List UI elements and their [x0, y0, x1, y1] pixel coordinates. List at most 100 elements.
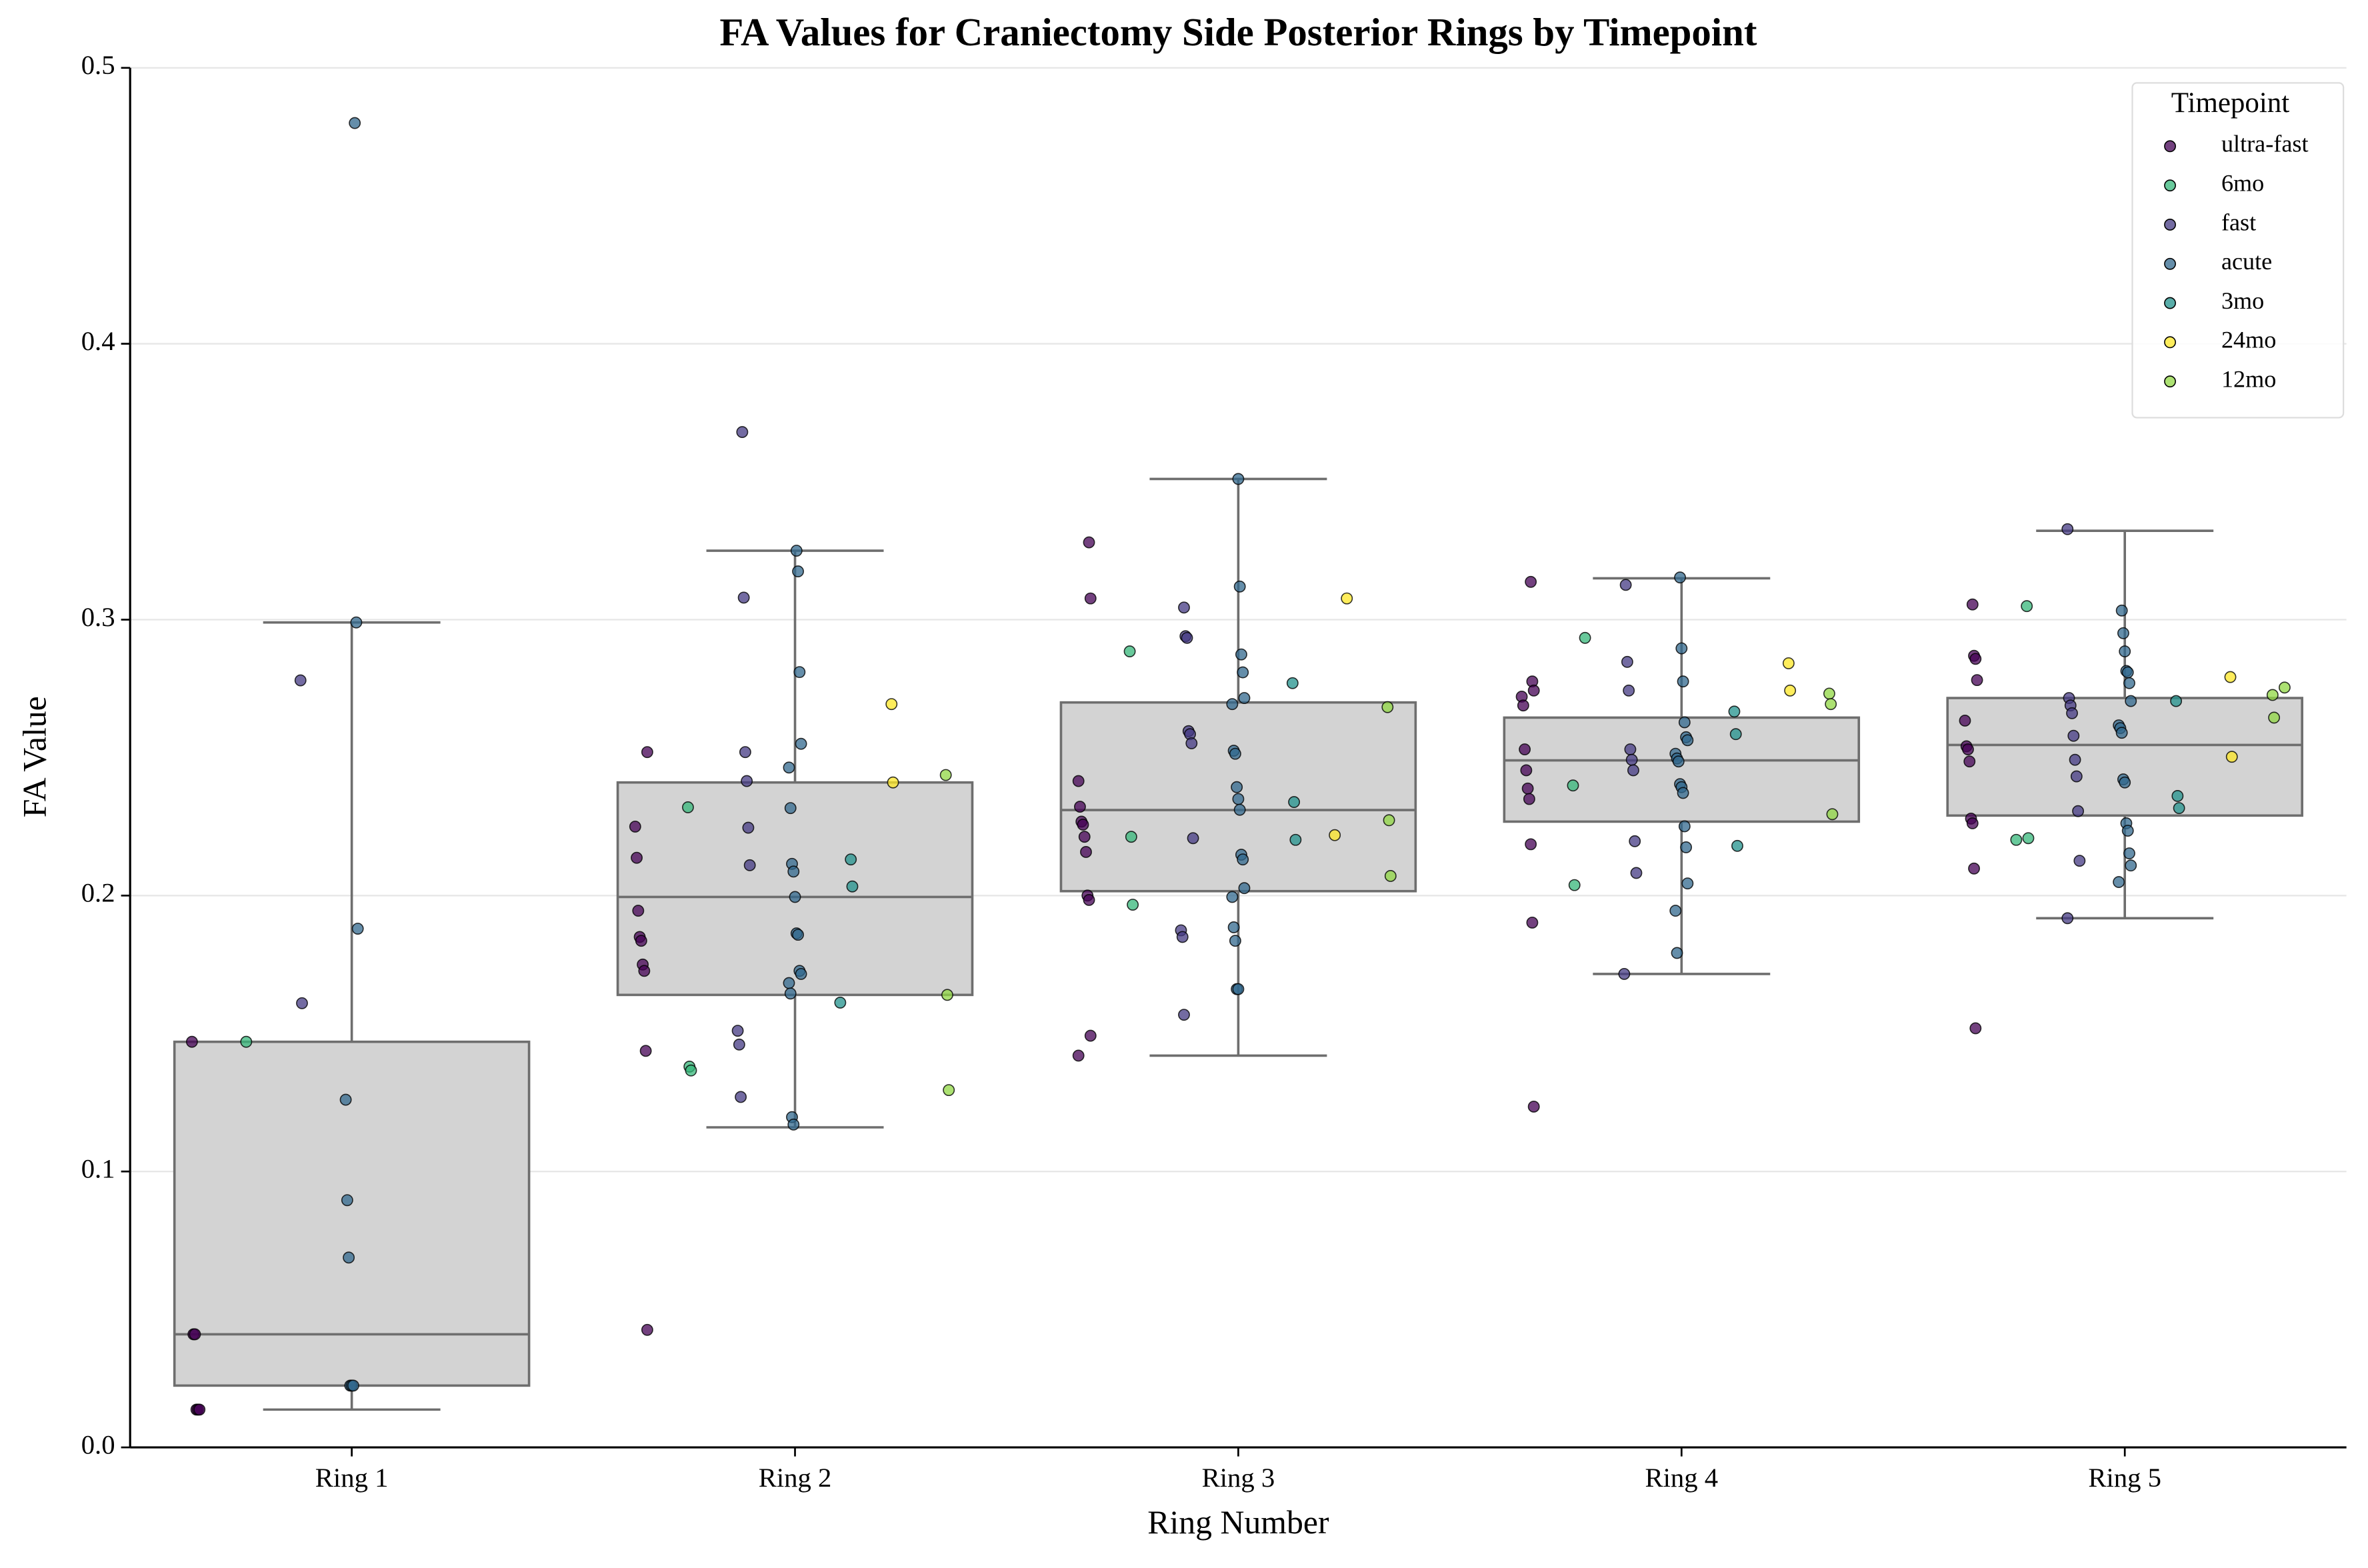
data-point	[638, 965, 651, 977]
data-point	[1074, 801, 1086, 813]
data-point	[1084, 592, 1097, 605]
data-point	[185, 1035, 198, 1048]
data-point	[741, 775, 753, 787]
data-point	[635, 935, 647, 947]
data-point	[2115, 727, 2128, 739]
data-point	[2010, 833, 2023, 846]
y-tick-label: 0.5	[81, 50, 115, 80]
y-tick-label: 0.4	[81, 326, 115, 356]
data-point	[1963, 755, 1976, 768]
data-point	[1825, 698, 1837, 711]
data-point	[339, 1093, 352, 1106]
data-point	[350, 616, 363, 629]
data-point	[1083, 536, 1095, 549]
data-point	[1178, 601, 1190, 614]
y-tick-label: 0.3	[81, 602, 115, 632]
data-point	[1127, 899, 1139, 911]
data-point	[347, 1379, 359, 1392]
legend-label: acute	[2221, 248, 2272, 275]
data-point	[1233, 580, 1246, 593]
data-point	[1226, 698, 1239, 711]
data-point	[1072, 1049, 1085, 1062]
data-point	[834, 996, 847, 1009]
data-point	[1238, 882, 1251, 895]
legend-marker	[2164, 375, 2176, 388]
data-point	[1517, 699, 1529, 712]
data-point	[845, 853, 857, 866]
legend-marker	[2164, 257, 2176, 270]
data-point	[639, 1045, 652, 1057]
data-point	[1729, 728, 1742, 741]
data-point	[790, 545, 803, 557]
data-point	[939, 769, 952, 781]
legend-marker	[2164, 219, 2176, 231]
data-point	[240, 1035, 253, 1048]
data-point	[885, 698, 898, 711]
data-point	[2070, 770, 2083, 783]
data-point	[1077, 819, 1089, 831]
legend: Timepoint ultra-fast 6mo fast acute 3mo 24mo 12…	[2131, 82, 2345, 419]
data-point	[1232, 793, 1245, 805]
data-point	[1288, 796, 1301, 808]
data-point	[1826, 808, 1839, 821]
data-point	[189, 1328, 201, 1341]
y-tick-label: 0.2	[81, 878, 115, 908]
data-point	[739, 746, 751, 759]
data-point	[1962, 743, 1974, 755]
data-point	[1521, 782, 1534, 795]
data-point	[1125, 831, 1137, 843]
data-point	[1672, 755, 1685, 768]
data-point	[1623, 684, 1635, 697]
data-point	[795, 737, 807, 750]
data-point	[1286, 677, 1299, 689]
data-point	[296, 997, 308, 1009]
x-tick-label: Ring 2	[759, 1463, 832, 1493]
data-point	[2278, 681, 2291, 694]
data-point	[1231, 781, 1243, 793]
data-point	[1959, 715, 1971, 727]
data-point	[629, 820, 641, 833]
data-point	[735, 1091, 747, 1103]
data-point	[1966, 817, 1979, 829]
legend-label: 24mo	[2221, 327, 2276, 353]
data-point	[1677, 675, 1689, 688]
data-point	[1971, 674, 1983, 687]
data-point	[792, 565, 804, 577]
legend-label: 6mo	[2221, 169, 2264, 196]
x-tick-label: Ring 1	[315, 1463, 389, 1493]
data-point	[1080, 846, 1092, 858]
data-point	[2123, 847, 2135, 859]
data-point	[1823, 687, 1835, 700]
data-point	[341, 1194, 353, 1207]
data-point	[784, 802, 797, 815]
chart-title: FA Values for Craniectomy Side Posterior…	[719, 11, 1757, 54]
data-point	[1579, 631, 1591, 644]
data-point	[1681, 734, 1694, 747]
data-point	[1078, 831, 1091, 843]
data-point	[1384, 870, 1397, 882]
data-point	[787, 865, 800, 878]
data-point	[1237, 666, 1249, 679]
data-point	[1341, 592, 1353, 605]
data-point	[1176, 931, 1189, 943]
data-point	[1083, 894, 1095, 906]
data-point	[2061, 523, 2074, 535]
data-point	[2021, 600, 2033, 613]
data-point	[1123, 645, 1136, 658]
data-point	[2117, 627, 2129, 639]
data-point	[1618, 967, 1631, 980]
data-point	[1232, 473, 1245, 485]
data-point	[784, 987, 797, 1000]
data-point	[1383, 814, 1395, 827]
data-point	[641, 1323, 653, 1336]
legend-label: ultra-fast	[2221, 131, 2309, 157]
data-point	[1232, 983, 1245, 995]
data-point	[632, 905, 645, 917]
data-point	[2173, 802, 2185, 815]
data-point	[792, 929, 804, 941]
data-point	[631, 851, 643, 864]
data-point	[795, 967, 807, 980]
data-point	[1678, 716, 1691, 729]
legend-label: 3mo	[2221, 287, 2264, 314]
